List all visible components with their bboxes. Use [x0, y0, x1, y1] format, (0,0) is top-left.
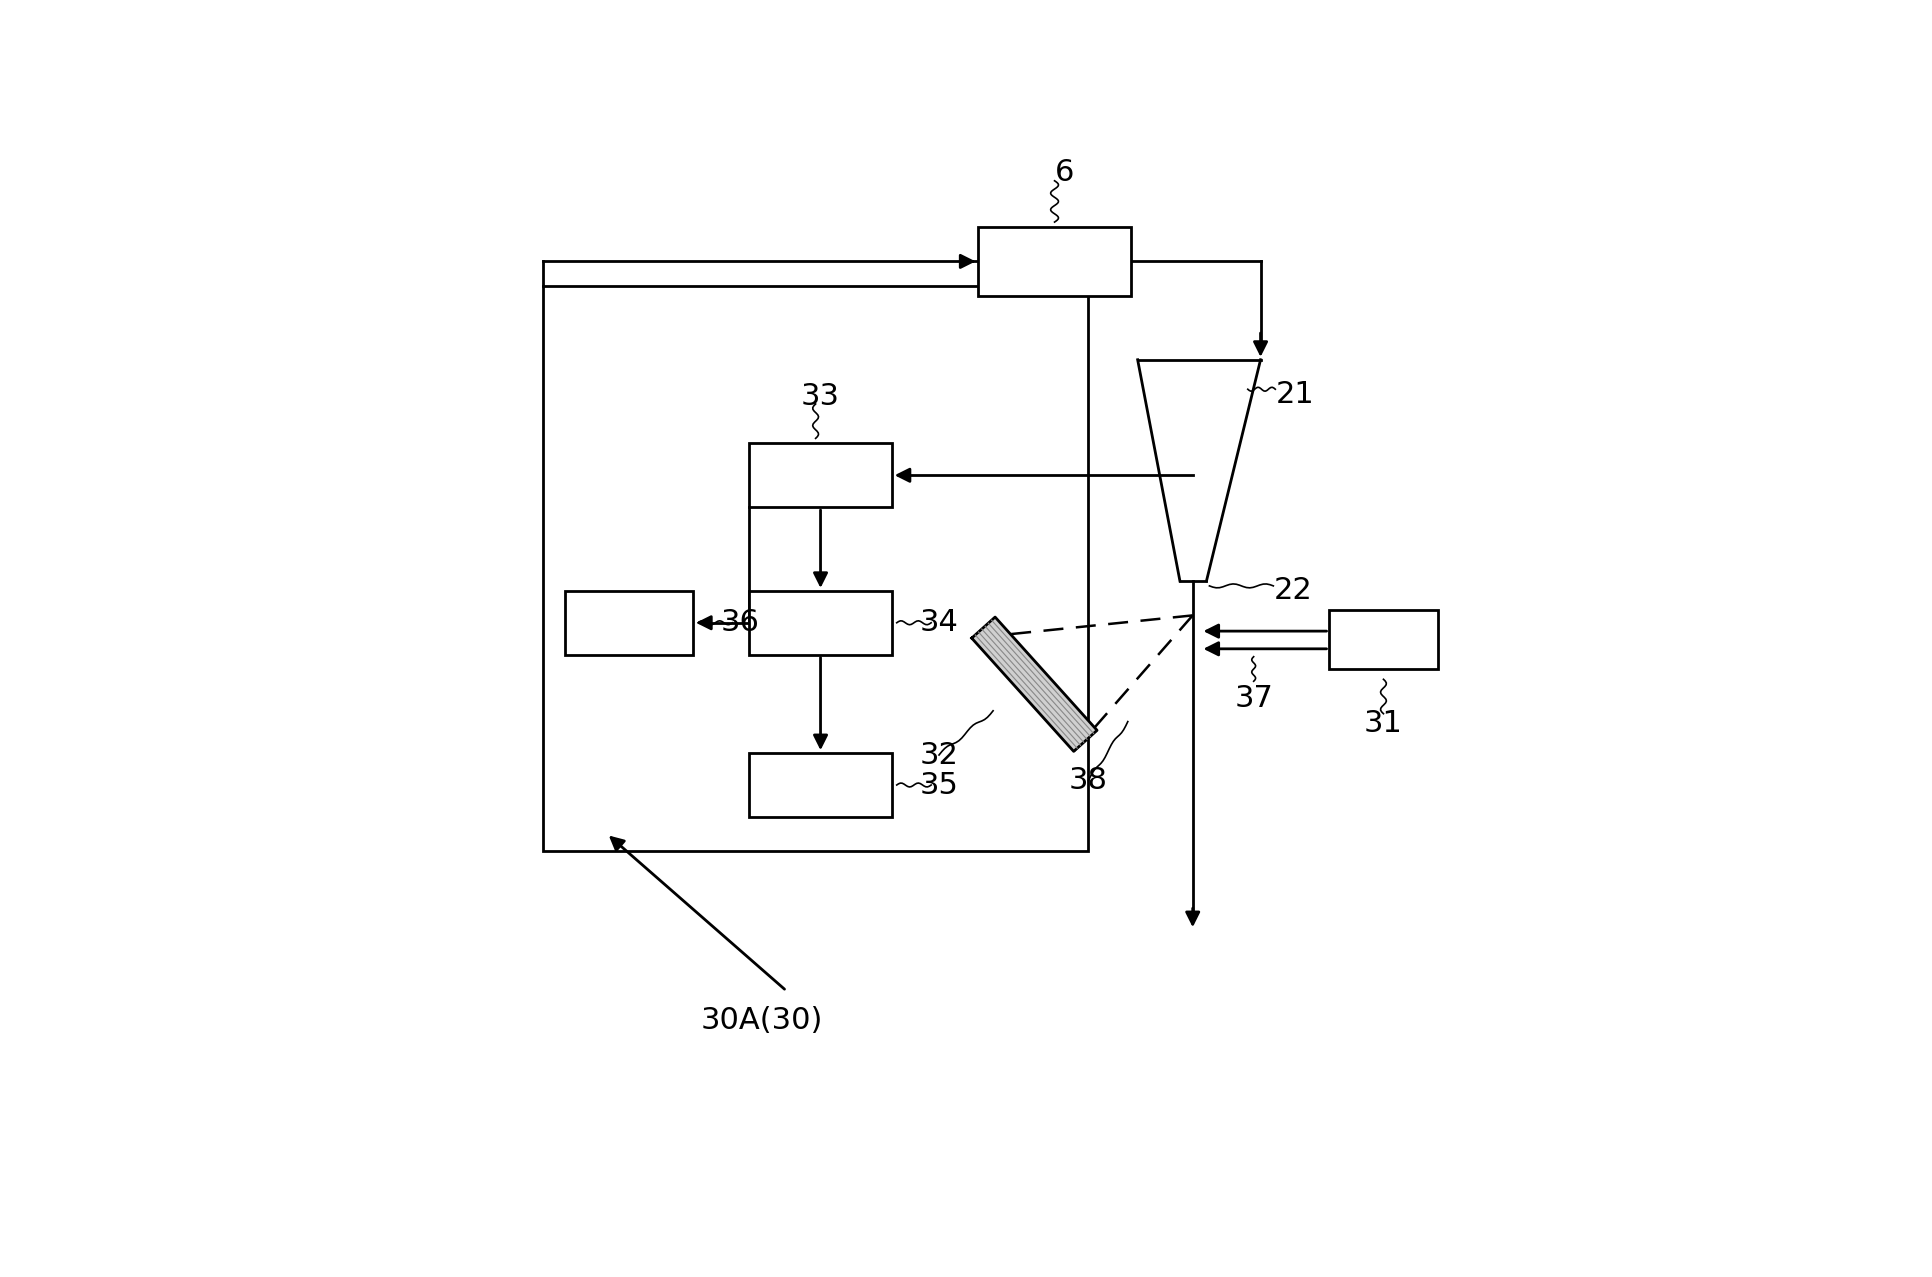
Bar: [566, 591, 694, 655]
Text: 30A(30): 30A(30): [701, 1006, 823, 1034]
Polygon shape: [972, 617, 1097, 751]
Text: 34: 34: [920, 608, 958, 637]
Text: 37: 37: [1235, 684, 1273, 714]
Text: 31: 31: [1364, 709, 1403, 738]
Text: 33: 33: [802, 382, 840, 411]
Bar: [543, 286, 1088, 852]
Text: 32: 32: [920, 741, 958, 770]
Bar: [750, 591, 893, 655]
Text: 36: 36: [721, 608, 759, 637]
Text: 6: 6: [1055, 158, 1074, 188]
Bar: [1329, 610, 1437, 669]
Text: 21: 21: [1275, 379, 1314, 409]
Text: 38: 38: [1068, 766, 1107, 796]
Text: 35: 35: [920, 770, 958, 799]
Bar: [750, 753, 893, 817]
Bar: [978, 227, 1130, 296]
Bar: [750, 443, 893, 507]
Text: 22: 22: [1273, 576, 1312, 605]
